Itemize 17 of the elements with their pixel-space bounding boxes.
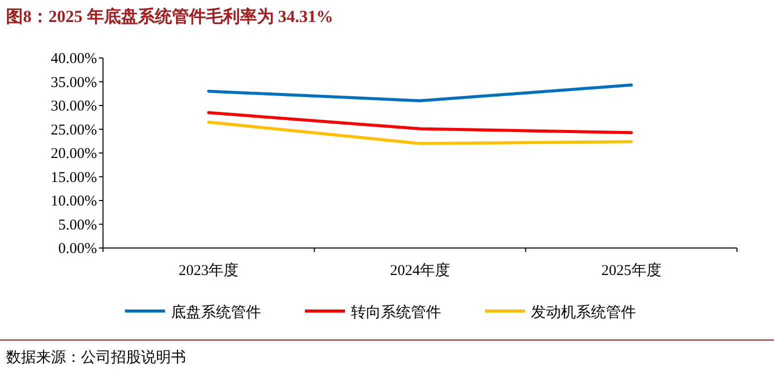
y-tick-label: 10.00% xyxy=(50,194,97,210)
legend-label: 发动机系统管件 xyxy=(531,304,636,321)
x-tick-label: 2025年度 xyxy=(601,262,662,279)
x-tick-label: 2024年度 xyxy=(390,262,450,279)
source-note: 数据来源：公司招股说明书 xyxy=(6,349,186,366)
y-tick-label: 30.00% xyxy=(50,98,97,114)
y-tick-label: 35.00% xyxy=(50,74,97,91)
y-tick-label: 25.00% xyxy=(50,122,97,138)
y-tick-label: 20.00% xyxy=(50,146,97,162)
chart-title: 图8：2025 年底盘系统管件毛利率为 34.31% xyxy=(6,7,334,26)
y-tick-label: 40.00% xyxy=(50,51,97,67)
x-tick-label: 2023年度 xyxy=(178,262,239,279)
y-tick-label: 5.00% xyxy=(58,217,97,234)
y-tick-label: 15.00% xyxy=(50,170,97,186)
y-tick-label: 0.00% xyxy=(58,241,97,257)
legend-label: 底盘系统管件 xyxy=(171,304,261,321)
legend-label: 转向系统管件 xyxy=(351,304,441,321)
